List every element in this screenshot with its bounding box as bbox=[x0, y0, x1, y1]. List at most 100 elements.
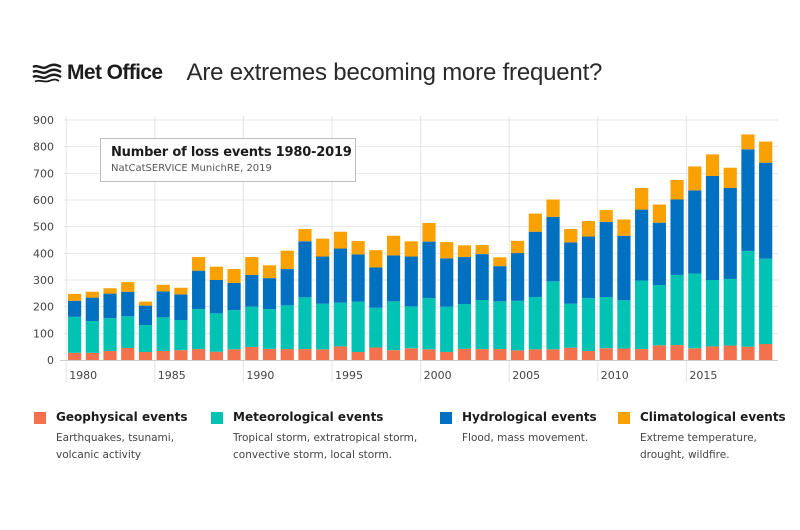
bar-segment-climatological bbox=[652, 204, 666, 223]
legend-swatch-geophysical bbox=[34, 412, 46, 424]
bar-segment-geophysical bbox=[617, 348, 631, 360]
legend-swatch-meteorological bbox=[211, 412, 223, 424]
bar-segment-geophysical bbox=[670, 345, 684, 360]
bar-segment-climatological bbox=[581, 221, 596, 237]
bar-stack-2004 bbox=[493, 257, 507, 360]
bar-segment-geophysical bbox=[85, 352, 99, 360]
bar-stack-2014 bbox=[670, 180, 684, 360]
bar-segment-meteorological bbox=[369, 307, 383, 348]
bar-segment-geophysical bbox=[546, 349, 560, 360]
bar-segment-meteorological bbox=[723, 278, 737, 346]
legend-description-line: volcanic activity bbox=[56, 449, 142, 461]
bar-segment-hydrological bbox=[599, 221, 613, 298]
bar-segment-geophysical bbox=[316, 349, 330, 360]
bar-segment-climatological bbox=[333, 231, 347, 249]
bar-segment-climatological bbox=[386, 235, 401, 256]
bar-segment-climatological bbox=[351, 241, 365, 255]
y-tick-label: 600 bbox=[33, 194, 54, 207]
bar-segment-hydrological bbox=[723, 188, 737, 279]
x-tick-label: 1990 bbox=[246, 369, 274, 382]
bar-segment-climatological bbox=[209, 266, 223, 280]
bar-segment-climatological bbox=[511, 240, 525, 254]
bar-segment-geophysical bbox=[688, 348, 702, 360]
bar-segment-climatological bbox=[475, 245, 489, 255]
bar-segment-hydrological bbox=[705, 176, 720, 280]
bar-segment-meteorological bbox=[85, 321, 99, 353]
bar-segment-hydrological bbox=[192, 270, 206, 310]
bar-segment-hydrological bbox=[493, 266, 507, 302]
bar-segment-hydrological bbox=[688, 190, 702, 274]
y-tick-label: 500 bbox=[33, 221, 54, 234]
bar-stack-2011 bbox=[617, 219, 631, 360]
bar-segment-hydrological bbox=[245, 274, 259, 307]
y-tick-label: 900 bbox=[33, 114, 54, 127]
bar-segment-climatological bbox=[422, 222, 436, 242]
chart-title-box: Number of loss events 1980-2019 NatCatSE… bbox=[100, 138, 356, 182]
bar-segment-meteorological bbox=[333, 302, 347, 347]
bar-segment-meteorological bbox=[245, 306, 259, 347]
bar-segment-hydrological bbox=[528, 231, 542, 298]
y-tick-label: 200 bbox=[33, 301, 54, 314]
bar-segment-climatological bbox=[493, 257, 507, 267]
bar-stack-1995 bbox=[333, 231, 347, 360]
legend-swatch-climatological bbox=[618, 412, 630, 424]
bar-segment-geophysical bbox=[121, 348, 135, 360]
y-axis-ticks: 0 100 200 300 400 500 600 700 800 900 bbox=[33, 114, 54, 367]
bar-segment-geophysical bbox=[227, 349, 241, 360]
bar-segment-hydrological bbox=[121, 291, 135, 317]
legend-description: Tropical storm, extratropical storm, con… bbox=[233, 430, 417, 464]
bar-segment-geophysical bbox=[103, 350, 117, 360]
chart-title: Number of loss events 1980-2019 bbox=[111, 145, 352, 160]
bar-segment-climatological bbox=[457, 245, 472, 258]
bar-segment-hydrological bbox=[351, 254, 365, 302]
bar-segment-meteorological bbox=[351, 301, 365, 352]
bar-segment-climatological bbox=[599, 210, 613, 222]
bar-segment-hydrological bbox=[741, 149, 755, 251]
bar-stack-2012 bbox=[635, 188, 649, 360]
bar-segment-geophysical bbox=[599, 348, 613, 360]
bar-segment-geophysical bbox=[369, 347, 383, 360]
bar-stack-2015 bbox=[688, 166, 702, 360]
bar-segment-climatological bbox=[85, 291, 99, 298]
bar-segment-climatological bbox=[68, 293, 82, 301]
bar-segment-climatological bbox=[245, 257, 259, 275]
bar-segment-geophysical bbox=[581, 350, 596, 360]
bar-segment-climatological bbox=[528, 213, 542, 232]
bar-segment-geophysical bbox=[298, 349, 312, 360]
bar-segment-hydrological bbox=[280, 269, 294, 306]
legend-description: Flood, mass movement. bbox=[462, 430, 588, 447]
bar-segment-hydrological bbox=[617, 235, 631, 301]
bar-segment-hydrological bbox=[581, 236, 596, 299]
bar-segment-meteorological bbox=[457, 304, 472, 349]
bar-segment-hydrological bbox=[103, 293, 117, 319]
bar-segment-geophysical bbox=[209, 351, 223, 360]
bar-segment-climatological bbox=[759, 141, 773, 163]
bar-segment-meteorological bbox=[705, 280, 720, 347]
bar-segment-hydrological bbox=[511, 253, 525, 301]
bar-segment-geophysical bbox=[351, 352, 365, 360]
bar-stack-1981 bbox=[85, 291, 99, 360]
y-tick-label: 0 bbox=[47, 354, 54, 367]
bar-segment-geophysical bbox=[705, 346, 720, 360]
bar-stack-2001 bbox=[440, 242, 454, 360]
bar-stack-1985 bbox=[156, 284, 170, 360]
bar-segment-climatological bbox=[635, 188, 649, 210]
bar-segment-climatological bbox=[103, 288, 117, 294]
y-tick-label: 300 bbox=[33, 274, 54, 287]
bar-segment-climatological bbox=[617, 219, 631, 236]
y-tick-label: 400 bbox=[33, 247, 54, 260]
bar-stack-1996 bbox=[351, 241, 365, 360]
bar-segment-hydrological bbox=[85, 297, 99, 322]
bar-segment-climatological bbox=[156, 284, 170, 292]
bar-segment-hydrological bbox=[227, 282, 241, 311]
bar-stack-1993 bbox=[298, 229, 312, 360]
bar-segment-geophysical bbox=[475, 349, 489, 360]
bar-segment-hydrological bbox=[333, 248, 347, 303]
stacked-bar-chart: 0 100 200 300 400 500 600 700 800 900 1980 1985 199… bbox=[33, 114, 778, 382]
bar-stack-2006 bbox=[528, 213, 542, 360]
bar-segment-geophysical bbox=[528, 349, 542, 360]
bar-segment-geophysical bbox=[280, 349, 294, 360]
bar-segment-geophysical bbox=[245, 346, 259, 360]
legend-description-line: convective storm, local storm. bbox=[233, 449, 392, 461]
bar-stack-2018 bbox=[741, 134, 755, 360]
